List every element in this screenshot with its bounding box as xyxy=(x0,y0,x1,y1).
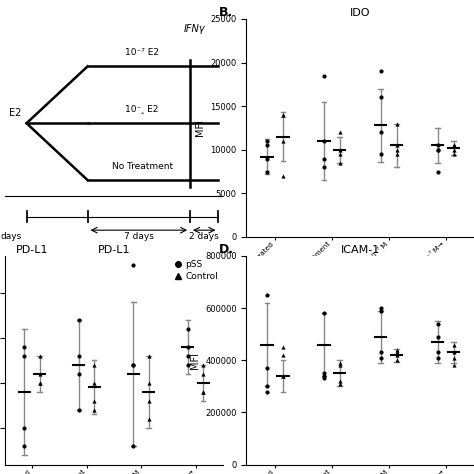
Text: No Treatment: No Treatment xyxy=(111,162,173,171)
Legend: pSS, Control: pSS, Control xyxy=(175,261,218,281)
Text: 10⁻⁷ E2: 10⁻⁷ E2 xyxy=(125,48,159,57)
Title: PD-L1: PD-L1 xyxy=(98,245,130,255)
Text: 2 days: 2 days xyxy=(190,232,219,241)
Title: IDO: IDO xyxy=(350,8,371,18)
Title: ICAM-1: ICAM-1 xyxy=(341,245,380,255)
Y-axis label: MFI: MFI xyxy=(190,352,200,369)
Text: E2: E2 xyxy=(9,109,21,118)
Text: 7 days: 7 days xyxy=(124,232,154,241)
Text: IFNγ: IFNγ xyxy=(184,24,205,34)
Text: D.: D. xyxy=(219,244,234,256)
Y-axis label: MFI: MFI xyxy=(195,119,205,137)
Text: PD-L1: PD-L1 xyxy=(16,245,48,255)
Text: days: days xyxy=(0,232,22,241)
Text: B.: B. xyxy=(219,6,233,19)
Text: 10⁻‸ E2: 10⁻‸ E2 xyxy=(126,105,159,114)
